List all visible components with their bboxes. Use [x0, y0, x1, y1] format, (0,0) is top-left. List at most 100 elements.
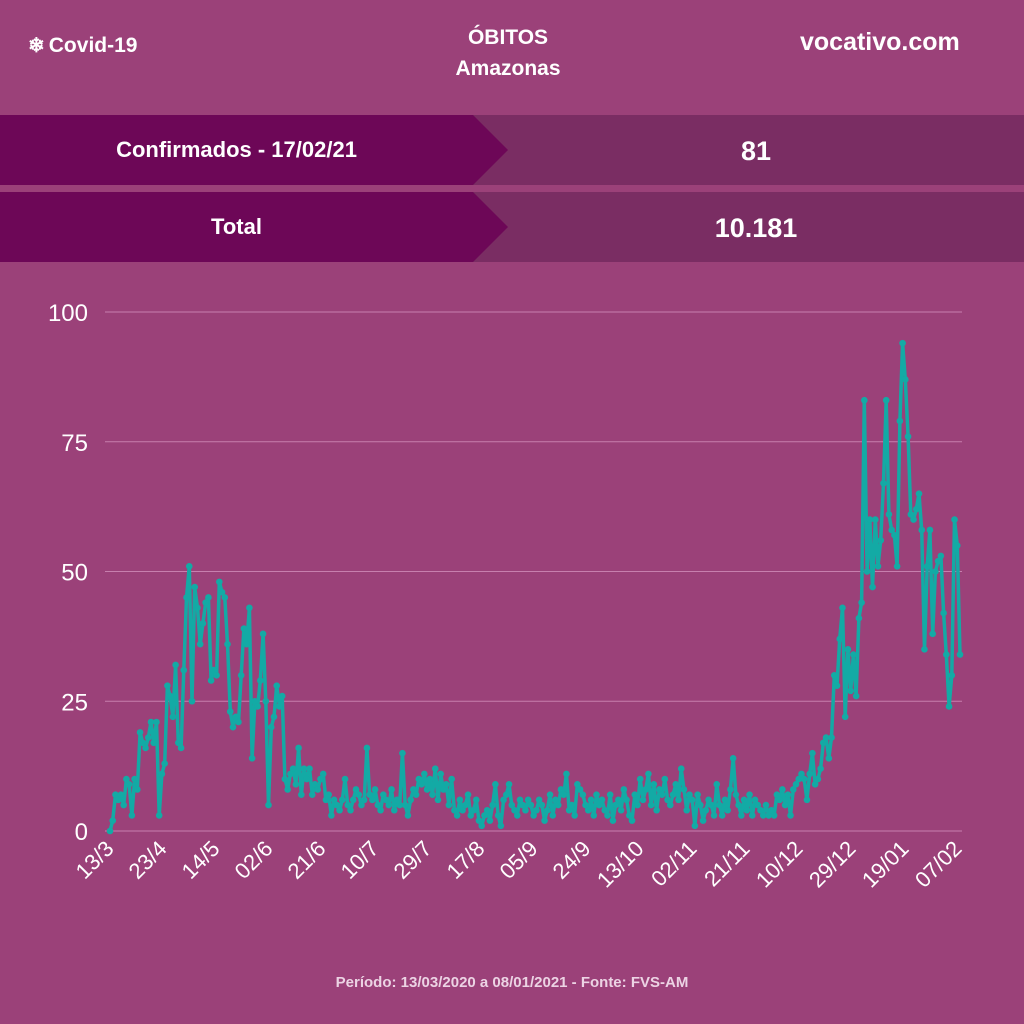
data-point [620, 786, 628, 793]
data-point [858, 599, 865, 606]
data-point [254, 703, 261, 710]
data-point [803, 796, 811, 804]
data-point [855, 614, 863, 622]
data-point [751, 796, 759, 804]
x-tick-label: 19/01 [857, 836, 914, 893]
data-point [732, 791, 740, 798]
data-point [557, 786, 565, 793]
data-point [380, 791, 387, 798]
brand-label: Covid-19 [48, 33, 138, 57]
data-point [625, 812, 633, 819]
total-label: Total [211, 214, 262, 239]
data-point [877, 537, 885, 544]
data-point [615, 796, 622, 804]
data-point [530, 812, 537, 819]
data-point [486, 817, 494, 824]
data-point [604, 812, 611, 819]
data-point [697, 801, 704, 809]
data-point [828, 734, 835, 741]
data-point [866, 516, 874, 523]
data-point [191, 583, 199, 591]
data-point [328, 812, 335, 819]
data-point [322, 796, 330, 804]
data-point [164, 682, 171, 689]
data-point [259, 630, 267, 638]
data-point [598, 796, 606, 804]
data-point [754, 801, 762, 809]
data-point [675, 796, 682, 804]
data-point [841, 713, 849, 721]
virus-icon: ❄ [28, 35, 45, 57]
data-point [634, 801, 641, 809]
data-point [552, 796, 559, 804]
data-point [921, 646, 928, 653]
data-point [896, 417, 904, 425]
data-point [669, 791, 677, 798]
data-point [426, 775, 434, 783]
data-point [718, 812, 726, 819]
data-point [910, 516, 917, 523]
y-tick-label: 100 [48, 300, 88, 327]
data-point [355, 791, 363, 798]
data-point [339, 796, 346, 804]
data-point [434, 796, 442, 804]
data-point [440, 786, 447, 793]
data-point [278, 692, 286, 700]
data-point [505, 780, 513, 788]
data-point [738, 812, 745, 819]
data-point [677, 765, 685, 773]
x-tick-label: 02/6 [230, 836, 278, 884]
data-point [707, 801, 715, 809]
data-point [912, 505, 920, 513]
data-point [150, 739, 158, 747]
data-point [653, 806, 660, 814]
x-tick-label: 29/7 [389, 836, 437, 884]
data-point [243, 640, 250, 648]
data-point [131, 775, 138, 783]
data-point [221, 594, 229, 601]
data-point [202, 599, 209, 606]
data-point [442, 780, 450, 788]
data-point [850, 651, 857, 658]
data-point [456, 796, 464, 804]
data-point [882, 396, 890, 404]
data-point [369, 796, 376, 804]
data-point [194, 604, 201, 612]
data-point [513, 812, 521, 819]
data-point [565, 806, 573, 814]
data-point [120, 801, 127, 809]
data-point [538, 801, 546, 809]
data-point [393, 796, 401, 804]
data-point [688, 796, 696, 804]
data-point [847, 687, 854, 695]
x-tick-label: 10/12 [751, 836, 808, 893]
data-point [333, 801, 341, 809]
data-point [325, 791, 332, 798]
data-point [789, 786, 797, 793]
data-point [932, 568, 939, 575]
data-point [382, 796, 390, 804]
data-point [494, 812, 502, 819]
x-tick-label: 23/4 [124, 836, 172, 884]
data-point [571, 812, 578, 819]
data-point [475, 817, 483, 824]
site-name: vocativo.com [800, 28, 960, 56]
data-point [292, 780, 300, 788]
x-tick-label: 29/12 [804, 836, 861, 893]
data-point [139, 739, 147, 747]
data-point [399, 749, 406, 757]
data-point [702, 806, 710, 814]
data-point [888, 526, 895, 534]
data-point [699, 817, 707, 824]
data-point [235, 718, 242, 726]
data-point [830, 672, 838, 679]
data-point [483, 806, 491, 814]
data-point [319, 770, 327, 778]
data-point [453, 812, 461, 819]
data-point [317, 775, 324, 783]
data-point [874, 563, 882, 570]
data-point [836, 635, 844, 643]
data-point [185, 563, 193, 570]
data-point [579, 791, 587, 798]
data-point [820, 739, 827, 747]
